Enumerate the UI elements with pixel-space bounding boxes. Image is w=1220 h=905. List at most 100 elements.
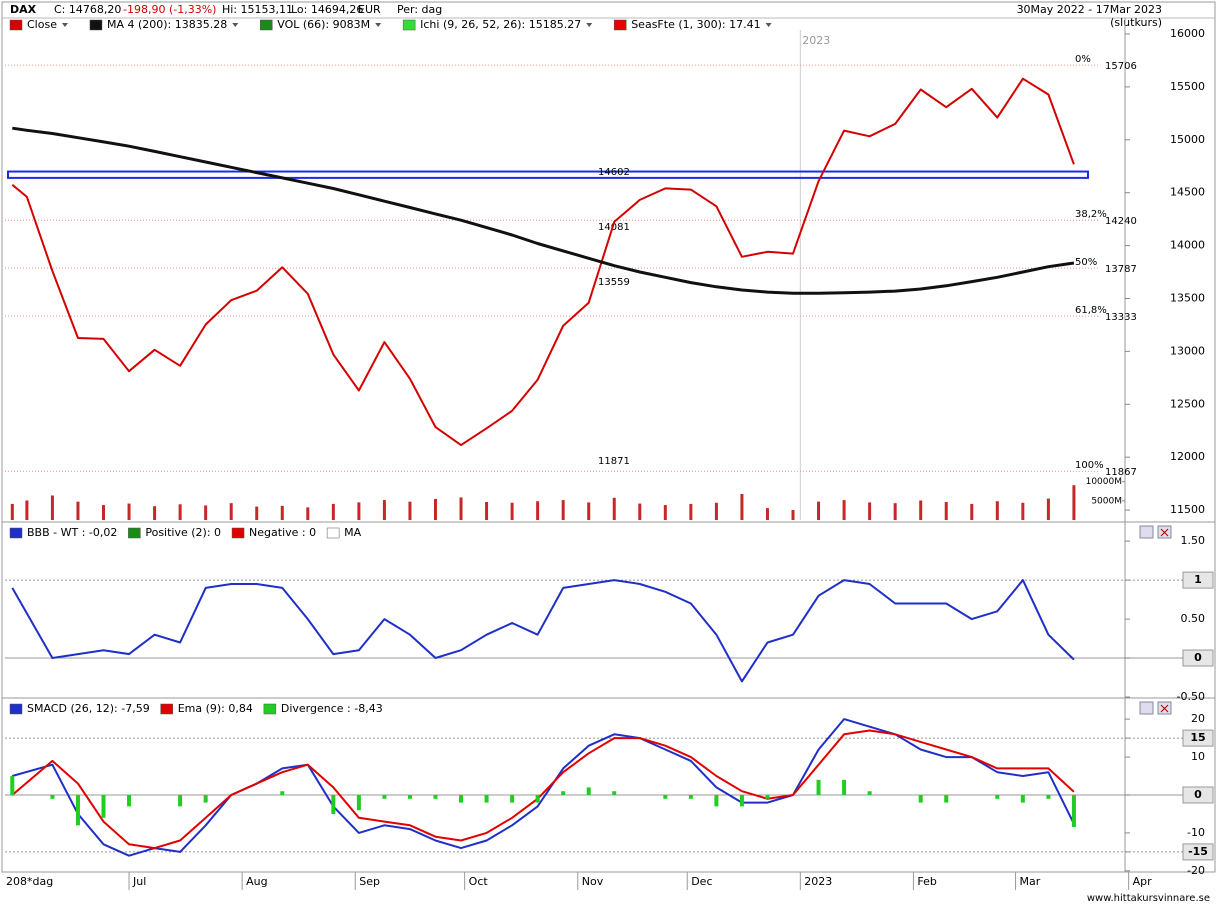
volume-bar — [485, 502, 489, 520]
legend-label: Divergence : -8,43 — [281, 702, 383, 715]
volume-bar — [842, 500, 846, 520]
divergence-bar — [10, 776, 15, 795]
fib-value: 13787 — [1105, 264, 1137, 275]
x-tick-label: Sep — [359, 875, 380, 888]
y-tick-label: 1.50 — [1181, 534, 1206, 547]
legend-label: BBB - WT : -0,02 — [27, 526, 117, 539]
high-value: Hi: 15153,11 — [222, 3, 293, 16]
divergence-bar — [535, 795, 540, 803]
volume-tick-label: 10000M — [1086, 477, 1122, 487]
volume-bar — [357, 502, 361, 520]
series-line — [11, 729, 1075, 850]
y-tick-label: -15 — [1188, 845, 1208, 858]
fib-percent: 0% — [1075, 54, 1091, 65]
divergence-bar — [382, 795, 387, 799]
legend-swatch — [260, 19, 273, 31]
x-tick-label: Mar — [1020, 875, 1041, 888]
legend-label: MA 4 (200): 13835.28 — [107, 18, 227, 31]
fib-percent: 50% — [1075, 257, 1097, 268]
fib-value: 11867 — [1105, 467, 1137, 478]
y-tick-label: 20 — [1191, 712, 1205, 725]
volume-bar — [1072, 485, 1076, 520]
divergence-bar — [1046, 795, 1051, 799]
divergence-bar — [178, 795, 183, 807]
legend-swatch — [89, 19, 103, 31]
volume-bar — [1021, 502, 1025, 520]
volume-bar — [306, 507, 310, 520]
x-tick-label: Apr — [1133, 875, 1153, 888]
x-tick-label: Jul — [132, 875, 146, 888]
legend-label: Close — [27, 18, 57, 31]
close-icon — [1160, 704, 1169, 713]
price-mode: (slutkurs) — [1110, 16, 1162, 29]
volume-bar — [382, 500, 386, 520]
volume-bar — [714, 502, 718, 520]
x-tick-label: Feb — [917, 875, 936, 888]
divergence-bar — [816, 779, 821, 795]
legend-label: Ema (9): 0,84 — [178, 702, 253, 715]
fib-percent: 38,2% — [1075, 209, 1107, 220]
volume-bar — [433, 498, 437, 520]
divergence-bar — [203, 795, 208, 803]
divergence-bar — [433, 795, 438, 799]
volume-bar — [459, 497, 463, 520]
divergence-bar — [331, 795, 336, 814]
divergence-bar — [867, 791, 872, 795]
legend-swatch — [9, 527, 23, 539]
low-value: Lo: 14694,26 — [291, 3, 363, 16]
divergence-bar — [944, 795, 949, 803]
legend-swatch — [9, 19, 23, 31]
volume-bar — [204, 505, 208, 520]
series-line — [12, 718, 1075, 857]
x-tick-label: Dec — [691, 875, 712, 888]
currency: EUR — [358, 3, 381, 16]
y-tick-label: 15 — [1190, 731, 1205, 744]
volume-bar — [50, 495, 54, 520]
settings-button[interactable] — [1139, 701, 1154, 715]
volume-bar — [178, 504, 182, 520]
legend-dropdown — [765, 23, 772, 27]
divergence-bar — [918, 795, 923, 803]
y-tick-label: 13000 — [1170, 344, 1205, 357]
price-label: 14602 — [598, 167, 630, 178]
volume-bar — [995, 501, 999, 520]
divergence-bar — [586, 787, 591, 795]
y-tick-label: 1 — [1194, 573, 1202, 586]
divergence-bar — [50, 795, 55, 799]
price-label: 11871 — [598, 456, 630, 467]
volume-bar — [765, 508, 769, 520]
divergence-bar — [101, 795, 106, 818]
divergence-bar — [510, 795, 515, 803]
volume-bar — [970, 503, 974, 520]
series-line — [11, 77, 1075, 447]
fib-value: 15706 — [1105, 61, 1137, 72]
divergence-bar — [765, 795, 770, 799]
volume-bar — [102, 505, 106, 520]
volume-bar — [944, 502, 948, 520]
legend-label: VOL (66): 9083M — [277, 18, 370, 31]
y-tick-label: -10 — [1187, 826, 1205, 839]
divergence-bar — [714, 795, 719, 807]
volume-tick-label: 5000M — [1091, 496, 1122, 506]
volume-bar — [638, 503, 642, 520]
y-tick-label: 0 — [1194, 788, 1202, 801]
y-tick-label: 16000 — [1170, 27, 1205, 40]
divergence-bar — [663, 795, 668, 799]
y-tick-label: 14000 — [1170, 239, 1205, 252]
divergence-bar — [561, 791, 566, 795]
series-line — [11, 579, 1075, 683]
close-value: C: 14768,20 — [54, 3, 121, 16]
legend-swatch — [613, 19, 627, 31]
volume-bar — [740, 493, 744, 520]
divergence-bar — [612, 791, 617, 795]
y-tick-label: 0.50 — [1181, 612, 1206, 625]
volume-bar — [893, 503, 897, 520]
volume-bar — [587, 502, 591, 520]
settings-button[interactable] — [1139, 525, 1154, 539]
divergence-bar — [739, 795, 744, 807]
volume-bar — [127, 503, 131, 520]
divergence-bar — [1071, 795, 1076, 827]
support-band — [7, 170, 1089, 179]
volume-bar — [280, 505, 284, 520]
close-icon — [1160, 528, 1169, 537]
